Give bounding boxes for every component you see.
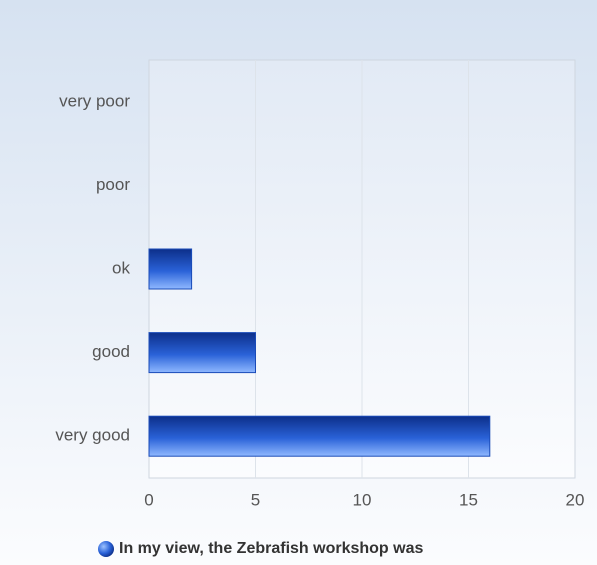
- y-tick-label: poor: [96, 175, 130, 194]
- y-tick-label: good: [92, 342, 130, 361]
- legend-label: In my view, the Zebrafish workshop was: [119, 540, 423, 557]
- x-tick-label: 20: [566, 490, 585, 509]
- y-tick-label: very poor: [59, 91, 130, 110]
- x-tick-label: 15: [459, 490, 478, 509]
- y-tick-label: ok: [112, 258, 130, 277]
- x-tick-label: 0: [144, 490, 153, 509]
- y-tick-label: very good: [55, 426, 130, 445]
- x-tick-label: 5: [251, 490, 260, 509]
- legend-marker: [98, 541, 114, 557]
- bar: [148, 332, 256, 374]
- x-tick-label: 10: [353, 490, 372, 509]
- bar: [148, 415, 491, 457]
- bar: [148, 248, 193, 290]
